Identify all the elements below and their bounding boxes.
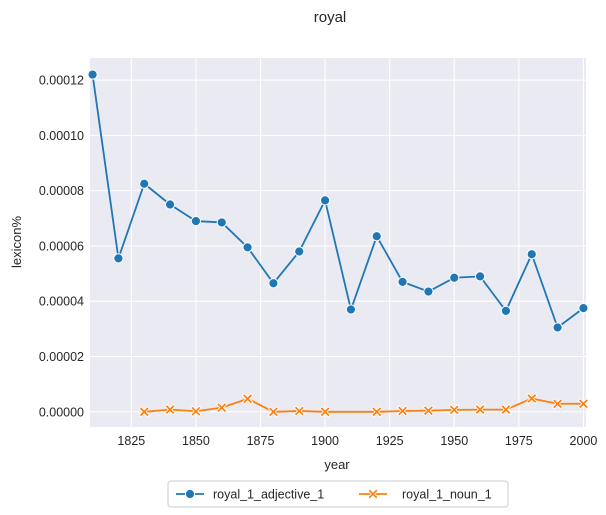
legend-label: royal_1_adjective_1 [213,488,324,502]
x-tick-label: 1950 [440,434,468,448]
x-tick-label: 1975 [505,434,533,448]
data-point [577,398,590,410]
data-point [242,242,253,253]
data-point [552,322,563,333]
data-point [216,217,227,228]
legend-item: royal_1_adjective_1 [176,488,324,502]
data-point [293,405,305,417]
legend-label: royal_1_noun_1 [402,488,492,502]
chart-title: royal [314,9,347,26]
x-tick-label: 1825 [117,434,145,448]
series-line-1 [91,74,584,329]
x-tick-label: 1875 [247,434,275,448]
data-point [551,398,564,410]
data-point [526,392,538,405]
data-point [164,199,176,210]
data-point [267,406,280,418]
data-point [87,69,98,80]
data-point [241,393,254,405]
y-tick-label: 0.00012 [39,74,84,88]
y-tick-label: 0.00000 [39,405,84,419]
data-point [371,406,383,418]
x-axis-label: year [324,457,350,472]
data-point [500,305,512,317]
data-point [448,404,460,416]
data-point [578,303,589,314]
data-point [526,249,537,260]
data-point [319,406,331,418]
grid-lines [90,58,586,427]
data-point [474,403,486,416]
y-tick-label: 0.00002 [39,350,84,364]
y-axis-ticks: 0.00000 0.00002 0.00004 0.00006 0.00008 0.000… [39,74,84,420]
y-tick-label: 0.00006 [39,239,84,253]
data-point [397,276,408,287]
y-tick-label: 0.00010 [39,129,84,143]
data-point [138,406,150,418]
plot-area [90,58,586,427]
data-point [422,405,435,417]
x-axis-ticks: 1825 1850 1875 1900 1925 1950 1975 2000 [117,434,597,448]
data-point [139,178,150,189]
y-tick-label: 0.00008 [39,184,84,198]
data-point [190,405,202,417]
x-tick-label: 1925 [376,434,404,448]
data-point [345,304,357,315]
series-markers [87,69,590,418]
data-point [371,231,382,242]
x-tick-label: 1850 [182,434,210,448]
data-point [449,272,460,283]
data-point [474,271,486,282]
data-point [184,488,196,500]
x-tick-label: 1900 [311,434,339,448]
data-point [190,215,202,227]
legend: royal_1_adjective_1 royal_1_noun_1 [167,480,509,508]
legend-item: royal_1_noun_1 [359,488,492,502]
data-point [216,402,228,414]
data-point [423,286,434,297]
data-point [164,403,176,416]
data-point [319,195,331,206]
data-point [294,246,305,257]
data-point [396,405,409,417]
data-point [113,253,124,264]
data-point [500,403,512,416]
y-tick-label: 0.00004 [39,295,84,309]
y-axis-label: lexicon% [9,216,24,268]
data-point [268,278,279,289]
legend-frame [167,480,509,508]
data-point [367,488,379,500]
x-tick-label: 2000 [570,434,598,448]
